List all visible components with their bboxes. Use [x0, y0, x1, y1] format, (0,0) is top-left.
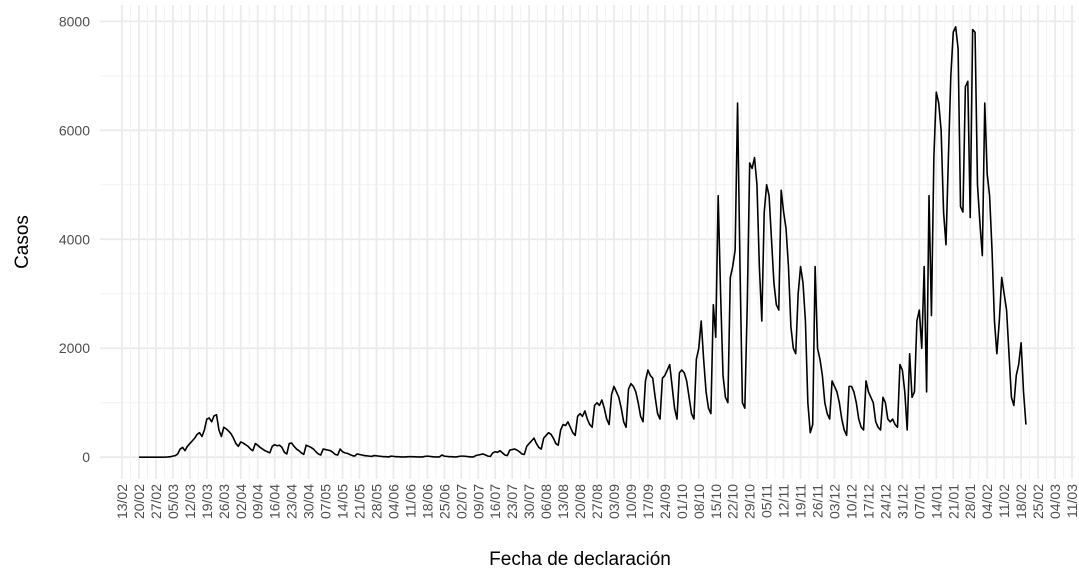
x-tick-label: 19/03 [199, 484, 215, 519]
grid [100, 5, 1075, 479]
x-tick-label: 17/09 [640, 484, 656, 519]
x-tick-label: 28/01 [962, 484, 978, 519]
x-tick-label: 24/12 [877, 484, 893, 519]
x-tick-label: 16/04 [267, 484, 283, 519]
x-tick-label: 02/07 [453, 484, 469, 519]
x-tick-label: 14/05 [335, 484, 351, 519]
x-tick-label: 29/10 [742, 484, 758, 519]
x-tick-label: 12/03 [182, 484, 198, 519]
x-axis-title: Fecha de declaración [489, 549, 671, 570]
x-tick-label: 10/09 [623, 484, 639, 519]
x-tick-label: 06/08 [538, 484, 554, 519]
x-tick-label: 11/06 [402, 484, 418, 518]
y-tick-label: 0 [82, 449, 90, 465]
x-tick-label: 22/10 [725, 484, 741, 519]
x-tick-label: 28/05 [368, 484, 384, 519]
x-tick-label: 12/11 [776, 484, 792, 518]
x-tick-label: 05/03 [165, 484, 181, 519]
x-tick-label: 18/06 [419, 484, 435, 519]
x-tick-label: 11/03 [1064, 484, 1079, 518]
y-tick-label: 4000 [59, 231, 90, 247]
x-tick-label: 30/07 [521, 484, 537, 519]
x-tick-label: 07/01 [911, 484, 927, 519]
x-tick-label: 21/05 [352, 484, 368, 519]
x-tick-label: 09/04 [250, 484, 266, 519]
y-axis-title: Casos [12, 215, 33, 269]
x-tick-label: 21/01 [945, 484, 961, 519]
x-tick-label: 03/09 [606, 484, 622, 519]
y-tick-label: 2000 [59, 340, 90, 356]
x-tick-label: 08/10 [691, 484, 707, 519]
x-tick-label: 27/02 [148, 484, 164, 519]
y-tick-label: 6000 [59, 122, 90, 138]
x-tick-label: 13/08 [555, 484, 571, 519]
x-tick-label: 02/04 [233, 484, 249, 519]
x-tick-label: 03/12 [827, 484, 843, 519]
x-tick-label: 05/11 [759, 484, 775, 518]
x-tick-label: 25/06 [436, 484, 452, 519]
x-tick-label: 10/12 [843, 484, 859, 519]
x-tick-label: 20/08 [572, 484, 588, 519]
x-tick-label: 31/12 [894, 484, 910, 519]
x-tick-label: 15/10 [708, 484, 724, 519]
x-tick-label: 16/07 [487, 484, 503, 519]
x-tick-label: 26/11 [810, 484, 826, 518]
x-tick-label: 14/01 [928, 484, 944, 519]
x-tick-label: 04/03 [1047, 484, 1063, 519]
x-tick-label: 04/06 [385, 484, 401, 519]
plot [138, 25, 1027, 459]
x-tick-label: 09/07 [470, 484, 486, 519]
x-tick-label: 25/02 [1030, 484, 1046, 519]
x-tick-label: 19/11 [793, 484, 809, 518]
x-tick-label: 23/07 [504, 484, 520, 519]
x-tick-label: 26/03 [216, 484, 232, 519]
x-tick-label: 20/02 [131, 484, 147, 519]
x-tick-label: 07/05 [318, 484, 334, 519]
x-tick-label: 01/10 [674, 484, 690, 519]
x-tick-label: 17/12 [860, 484, 876, 519]
x-tick-label: 13/02 [114, 484, 130, 519]
x-tick-label: 04/02 [979, 484, 995, 519]
x-tick-label: 27/08 [589, 484, 605, 519]
x-tick-label: 23/04 [284, 484, 300, 519]
x-tick-label: 30/04 [301, 484, 317, 519]
x-tick-label: 24/09 [657, 484, 673, 519]
x-tick-label: 18/02 [1013, 484, 1029, 519]
x-tick-label: 11/02 [996, 484, 1012, 518]
y-tick-label: 8000 [59, 13, 90, 29]
data-line [138, 25, 1027, 459]
